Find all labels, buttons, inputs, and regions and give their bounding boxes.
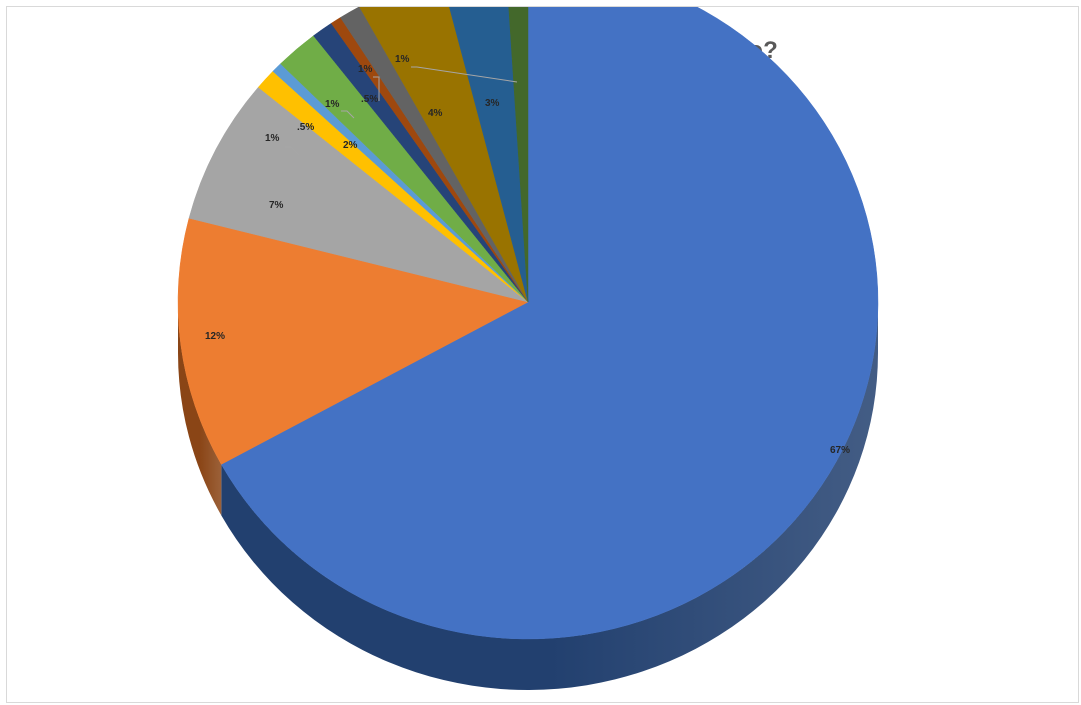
pie-slice xyxy=(359,7,529,303)
leader-line xyxy=(411,66,518,83)
leader-line xyxy=(373,76,380,101)
leader-line xyxy=(341,110,355,119)
leader-line xyxy=(285,146,300,156)
data-label: .5% xyxy=(361,94,378,105)
data-label: 1% xyxy=(265,133,280,144)
data-label: 1% xyxy=(395,54,410,65)
data-label: 2% xyxy=(343,140,358,151)
data-label: 1% xyxy=(325,99,340,110)
data-label: 4% xyxy=(428,108,443,119)
chart-area: Where does the $101.76 go? 67%12%7%1%.5%… xyxy=(6,6,1079,703)
data-label: 7% xyxy=(269,200,284,211)
pie-slice xyxy=(508,7,529,303)
pie-slice-side xyxy=(221,302,879,691)
pie-slice xyxy=(220,7,879,640)
pie-slice xyxy=(188,86,529,303)
data-label: 67% xyxy=(830,445,850,456)
pie-chart: 67% 12% 7% 1% .5% 2% 1% .5% 1% 4% 3% 1% xyxy=(177,7,879,691)
data-label: 1% xyxy=(358,64,373,75)
pie-slice xyxy=(340,7,529,303)
data-label: .5% xyxy=(297,122,314,133)
pie-slice-side xyxy=(178,302,222,516)
data-label: 12% xyxy=(205,331,225,342)
pie-slice xyxy=(177,217,529,465)
data-label: 3% xyxy=(485,98,500,109)
